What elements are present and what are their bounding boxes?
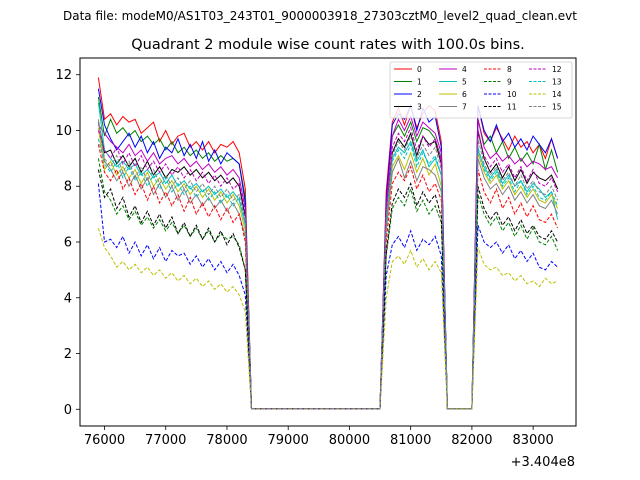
x-offset-label: +3.404e8 — [511, 455, 575, 470]
legend-label-8: 8 — [507, 65, 512, 74]
y-tick-label: 12 — [55, 68, 72, 83]
legend-label-1: 1 — [417, 78, 422, 87]
legend-label-11: 11 — [507, 103, 517, 112]
x-tick-label: 76000 — [84, 433, 125, 448]
legend-label-0: 0 — [417, 65, 422, 74]
series-line-10 — [97, 183, 558, 410]
plot-frame — [79, 57, 577, 427]
series-line-3 — [97, 122, 559, 410]
series-line-14 — [97, 227, 558, 410]
y-tick-label: 4 — [64, 291, 72, 306]
y-tick-label: 2 — [64, 347, 72, 362]
x-tick-label: 77000 — [145, 433, 186, 448]
y-tick-label: 8 — [64, 180, 72, 195]
x-tick-label: 79000 — [268, 433, 309, 448]
y-tick-label: 10 — [55, 124, 72, 139]
x-tick-label: 82000 — [451, 433, 492, 448]
legend-label-4: 4 — [462, 65, 467, 74]
x-tick-label: 81000 — [390, 433, 431, 448]
series-line-8 — [97, 144, 559, 410]
y-tick-label: 6 — [64, 236, 72, 251]
x-axis: 76000 77000 78000 79000 80000 81000 82000 83000 — [84, 426, 554, 448]
series-line-15 — [97, 122, 559, 410]
series-line-1 — [97, 96, 559, 410]
legend-label-9: 9 — [507, 78, 512, 87]
series-line-11 — [97, 169, 559, 410]
legend-label-14: 14 — [552, 90, 562, 99]
y-tick-label: 0 — [64, 403, 72, 418]
x-tick-label: 80000 — [329, 433, 370, 448]
legend-label-15: 15 — [552, 103, 562, 112]
series-line-13 — [97, 138, 559, 410]
legend-label-13: 13 — [552, 78, 562, 87]
plot-lines — [97, 77, 559, 410]
legend-label-3: 3 — [417, 103, 422, 112]
suptitle: Data file: modeM0/AS1T03_243T01_90000039… — [63, 9, 577, 23]
series-line-4 — [97, 115, 559, 410]
legend-label-7: 7 — [462, 103, 467, 112]
series-line-0 — [97, 77, 559, 410]
y-axis: 0 2 4 6 8 10 12 — [55, 68, 80, 418]
legend-label-12: 12 — [552, 65, 562, 74]
legend-box — [389, 61, 573, 119]
legend-label-10: 10 — [507, 90, 517, 99]
chart-title: Quadrant 2 module wise count rates with … — [131, 37, 525, 53]
legend-label-2: 2 — [417, 90, 422, 99]
legend-label-6: 6 — [462, 90, 467, 99]
x-tick-label: 83000 — [512, 433, 553, 448]
series-line-2 — [97, 88, 559, 410]
x-tick-label: 78000 — [206, 433, 247, 448]
legend-label-5: 5 — [462, 78, 467, 87]
series-line-7 — [97, 119, 559, 410]
